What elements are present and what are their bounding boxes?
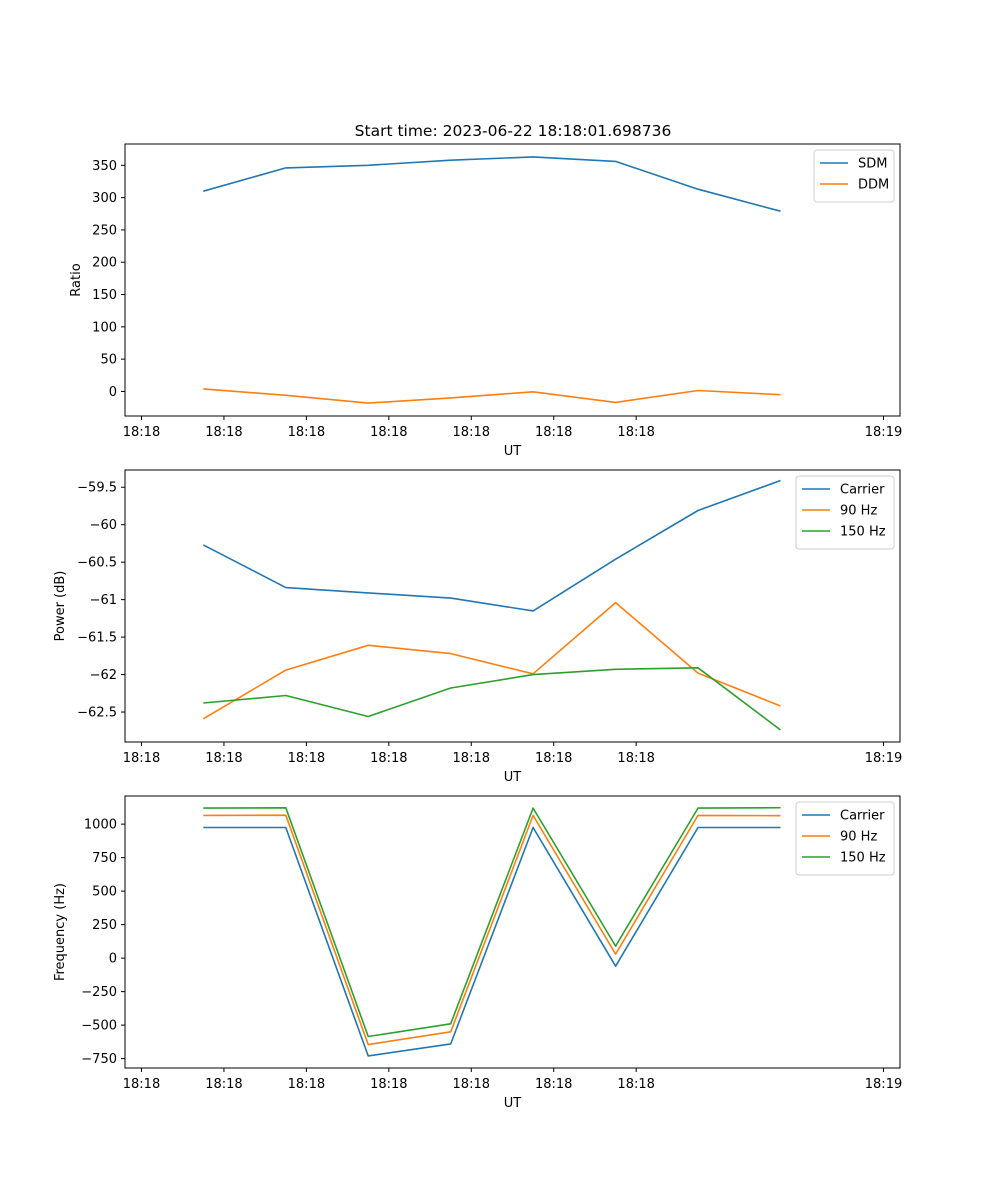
x-tick-label: 18:18 — [205, 425, 242, 440]
y-tick-label: −61 — [90, 593, 117, 608]
x-axis-label: UT — [504, 1096, 522, 1111]
series-line-90-hz — [203, 814, 781, 1046]
legend-label: Carrier — [840, 483, 885, 498]
legend-label: 90 Hz — [840, 504, 877, 519]
y-tick-label: −500 — [81, 1019, 117, 1034]
y-tick-label: −250 — [81, 985, 117, 1000]
x-tick-label: 18:18 — [617, 751, 654, 766]
y-tick-label: 100 — [92, 320, 117, 335]
panel-3: 18:18 18:18 18:18 18:18 18:18 18:18 18:18 18:19… — [53, 795, 902, 1111]
x-tick-label: 18:18 — [453, 1077, 490, 1092]
x-tick-label: 18:19 — [865, 425, 902, 440]
series-line-carrier — [202, 479, 781, 612]
legend: Carrier 90 Hz 150 Hz — [795, 475, 895, 550]
panel-1: 18:18 18:18 18:18 18:18 18:18 18:18 18:18 18:19… — [69, 143, 902, 459]
x-tick-label: 18:18 — [288, 425, 325, 440]
y-tick-label: 200 — [92, 256, 117, 271]
y-tick-label: −60 — [90, 518, 117, 533]
legend-label: Carrier — [840, 809, 885, 824]
x-tick-label: 18:18 — [617, 425, 654, 440]
y-axis-label: Frequency (Hz) — [53, 883, 68, 981]
legend-label: 150 Hz — [840, 525, 886, 540]
y-tick-label: 500 — [92, 885, 117, 900]
y-tick-label: −60.5 — [77, 556, 117, 571]
y-tick-label: 0 — [109, 385, 117, 400]
axes-frame — [124, 795, 901, 1069]
series-line-90-hz — [202, 601, 781, 720]
panel-2: 18:18 18:18 18:18 18:18 18:18 18:18 18:18 18:19… — [53, 469, 902, 785]
figure-title: Start time: 2023-06-22 18:18:01.698736 — [355, 122, 672, 140]
x-tick-label: 18:18 — [123, 751, 160, 766]
y-tick-label: −62 — [90, 668, 117, 683]
series-line-ddm — [203, 388, 781, 404]
x-tick-label: 18:18 — [205, 1077, 242, 1092]
legend: Carrier 90 Hz 150 Hz — [795, 801, 895, 876]
x-axis-label: UT — [504, 770, 522, 785]
x-tick-label: 18:18 — [370, 1077, 407, 1092]
y-tick-label: 50 — [100, 353, 117, 368]
y-tick-label: −750 — [81, 1052, 117, 1067]
y-tick-label: 300 — [92, 191, 117, 206]
panels: 18:18 18:18 18:18 18:18 18:18 18:18 18:18 18:19… — [53, 143, 902, 1111]
axes-frame — [124, 143, 901, 417]
series-line-carrier — [203, 826, 781, 1057]
series-line-150-hz — [203, 666, 781, 731]
x-tick-label: 18:18 — [617, 1077, 654, 1092]
y-tick-label: −59.5 — [77, 481, 117, 496]
legend-label: 90 Hz — [840, 830, 877, 845]
x-tick-label: 18:18 — [453, 751, 490, 766]
y-tick-label: 350 — [92, 159, 117, 174]
x-tick-label: 18:18 — [123, 425, 160, 440]
y-axis-label: Power (dB) — [53, 571, 68, 642]
legend-label: SDM — [858, 157, 887, 172]
axes-frame — [124, 469, 901, 743]
x-tick-label: 18:18 — [123, 1077, 160, 1092]
legend: SDM DDM — [813, 149, 895, 203]
series-line-sdm — [203, 156, 781, 212]
x-tick-label: 18:18 — [288, 1077, 325, 1092]
legend-label: DDM — [858, 178, 889, 193]
x-axis-label: UT — [504, 444, 522, 459]
y-tick-label: 150 — [92, 288, 117, 303]
x-tick-label: 18:18 — [205, 751, 242, 766]
y-tick-label: 250 — [92, 918, 117, 933]
x-tick-label: 18:18 — [535, 1077, 572, 1092]
y-axis-label: Ratio — [69, 263, 84, 296]
x-tick-label: 18:18 — [535, 751, 572, 766]
x-tick-label: 18:18 — [288, 751, 325, 766]
y-tick-label: 0 — [109, 952, 117, 967]
x-tick-label: 18:19 — [865, 751, 902, 766]
x-tick-label: 18:18 — [535, 425, 572, 440]
y-tick-label: 750 — [92, 851, 117, 866]
series-line-150-hz — [203, 806, 781, 1038]
y-tick-label: −62.5 — [77, 706, 117, 721]
y-tick-label: −61.5 — [77, 631, 117, 646]
y-tick-label: 250 — [92, 223, 117, 238]
x-tick-label: 18:18 — [453, 425, 490, 440]
x-tick-label: 18:18 — [370, 751, 407, 766]
y-tick-label: 1000 — [84, 818, 117, 833]
x-tick-label: 18:19 — [865, 1077, 902, 1092]
x-tick-label: 18:18 — [370, 425, 407, 440]
legend-label: 150 Hz — [840, 851, 886, 866]
